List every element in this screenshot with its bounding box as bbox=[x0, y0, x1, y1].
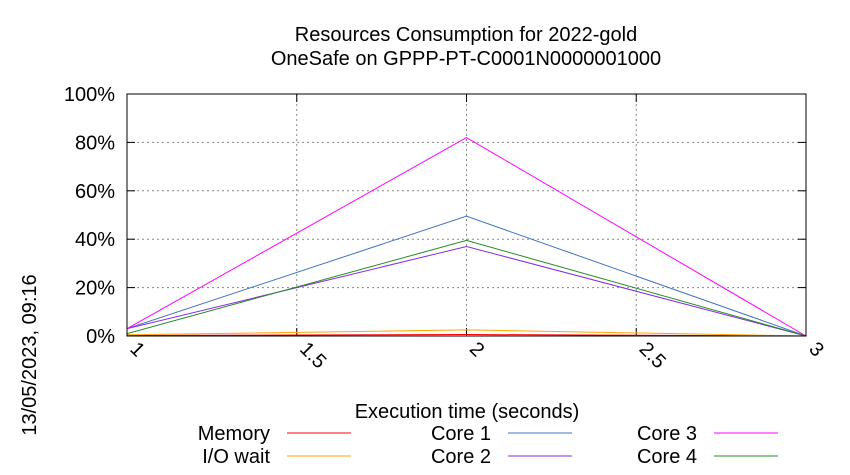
x-axis: 1 1.5 2 2.5 3 bbox=[125, 94, 828, 373]
y-tick-label: 80% bbox=[75, 132, 115, 154]
y-axis: 0% 20% 40% 60% 80% 100% bbox=[64, 84, 806, 348]
series-line-core-4 bbox=[126, 239, 807, 337]
series-line-core-3 bbox=[126, 137, 807, 337]
y-tick-label: 60% bbox=[75, 181, 115, 203]
y-tick-label: 100% bbox=[64, 84, 115, 106]
legend-label-i-o-wait: I/O wait bbox=[202, 446, 270, 468]
y-tick-label: 40% bbox=[75, 229, 115, 251]
x-tick-label: 1 bbox=[125, 338, 148, 361]
chart-title: Resources Consumption for 2022-gold bbox=[295, 24, 637, 46]
legend-label-core-1: Core 1 bbox=[431, 423, 491, 445]
grid bbox=[127, 94, 806, 336]
legend-label-core-4: Core 4 bbox=[637, 446, 697, 468]
x-tick-label: 3 bbox=[804, 338, 827, 361]
y-tick-label: 0% bbox=[86, 326, 115, 348]
series-line-core-1 bbox=[126, 215, 807, 337]
x-tick-label: 2 bbox=[465, 338, 488, 361]
x-tick-label: 2.5 bbox=[635, 338, 670, 373]
plot-frame bbox=[126, 93, 807, 337]
legend-label-memory: Memory bbox=[198, 423, 270, 445]
timestamp-label: 13/05/2023, 09:16 bbox=[19, 274, 41, 435]
series-line-i-o-wait bbox=[126, 329, 807, 337]
legend-label-core-3: Core 3 bbox=[637, 423, 697, 445]
legend-label-core-2: Core 2 bbox=[431, 446, 491, 468]
y-tick-label: 20% bbox=[75, 278, 115, 300]
x-tick-label: 1.5 bbox=[295, 338, 330, 373]
series-lines bbox=[126, 137, 807, 337]
series-line-core-2 bbox=[126, 245, 807, 337]
chart-subtitle: OneSafe on GPPP-PT-C0001N0000001000 bbox=[271, 48, 661, 70]
x-axis-label: Execution time (seconds) bbox=[355, 401, 580, 423]
